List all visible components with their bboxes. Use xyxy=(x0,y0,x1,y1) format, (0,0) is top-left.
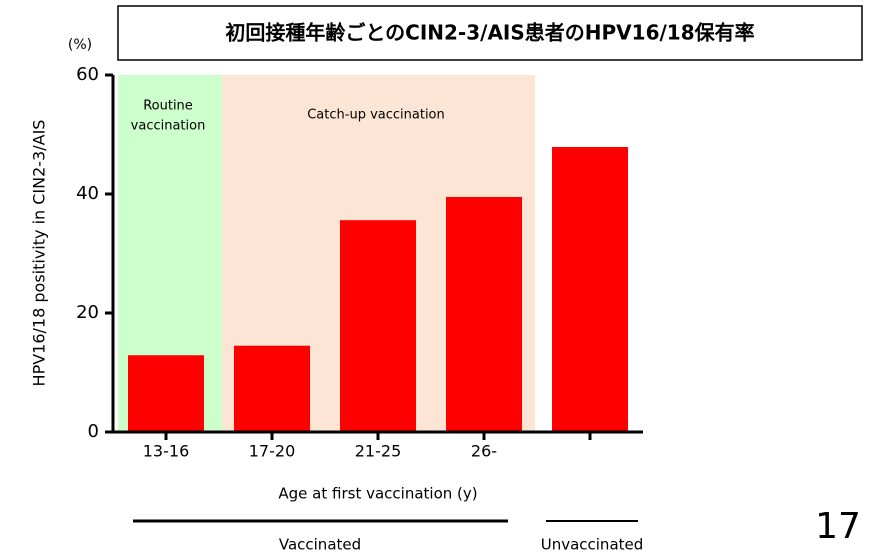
x-axis-label: Age at first vaccination (y) xyxy=(278,485,477,503)
group-label: Vaccinated xyxy=(279,536,361,552)
bar xyxy=(552,146,628,432)
x-tick-label: 17-20 xyxy=(249,442,296,461)
y-tick-label: 0 xyxy=(88,421,99,442)
group-label: Unvaccinated xyxy=(541,536,644,552)
y-tick-label: 40 xyxy=(76,183,99,204)
x-tick-label: 21-25 xyxy=(355,442,402,461)
title-box xyxy=(117,5,863,61)
x-tick-label: 26- xyxy=(471,442,497,461)
region-label: Catch-up vaccination xyxy=(307,108,445,123)
bar xyxy=(128,355,204,432)
region-label: Routine xyxy=(143,99,193,114)
x-tick-label: 13-16 xyxy=(143,442,190,461)
bar xyxy=(340,220,416,432)
y-axis-label: HPV16/18 positivity in CIN2-3/AIS xyxy=(30,120,49,387)
y-tick-label: 60 xyxy=(76,64,99,85)
region-label: vaccination xyxy=(131,119,206,134)
page-number: 17 xyxy=(815,506,861,547)
y-tick-label: 20 xyxy=(76,302,99,323)
chart-title: 初回接種年齢ごとのCIN2-3/AIS患者のHPV16/18保有率 xyxy=(225,21,754,45)
bar xyxy=(446,196,522,432)
y-unit: (%) xyxy=(68,37,92,53)
bar xyxy=(234,345,310,432)
